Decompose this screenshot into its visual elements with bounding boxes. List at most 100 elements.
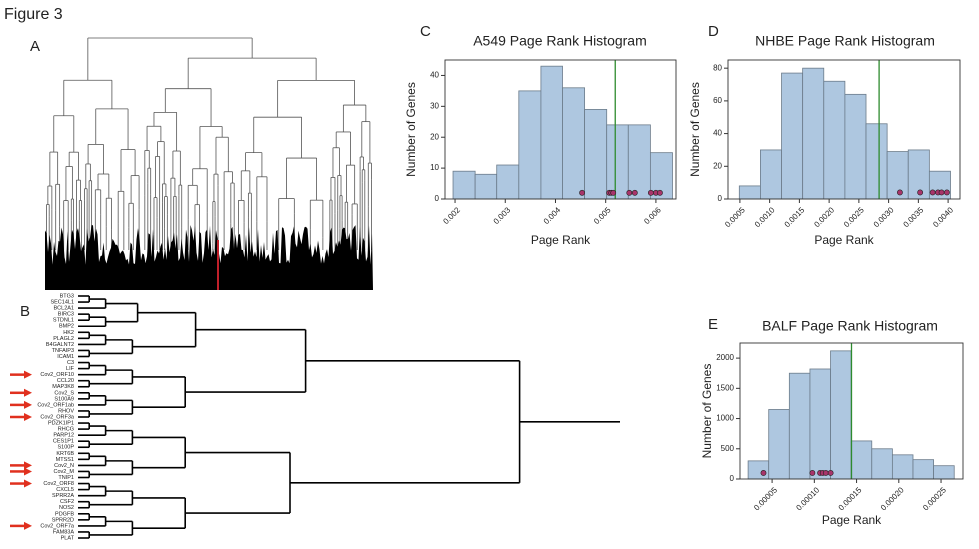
gene-label: BIRC3	[58, 312, 74, 318]
y-axis-label: Number of Genes	[404, 82, 418, 177]
gene-label: S100P	[57, 445, 74, 451]
gene-marker	[897, 189, 903, 196]
arrow-head	[24, 388, 32, 397]
gene-label: Cov2_M	[54, 469, 75, 475]
dendrogram-a	[46, 37, 372, 250]
bar	[788, 372, 811, 480]
bar	[562, 87, 586, 200]
y-tick-label: 20	[713, 161, 722, 170]
gene-marker	[917, 189, 924, 196]
bar	[871, 448, 893, 480]
y-tick-label: 30	[430, 101, 439, 110]
bar	[823, 80, 846, 200]
gene-marker	[631, 189, 638, 196]
gene-label: Cov2_ORF1ab	[37, 402, 74, 408]
gene-marker	[657, 189, 663, 196]
gene-label: TNFAIP3	[52, 348, 74, 354]
bar	[496, 164, 520, 200]
gene-marker	[809, 470, 816, 476]
gene-marker	[929, 189, 936, 196]
gene-label: Cov2_ORF8	[43, 481, 74, 487]
gene-label: CES1P1	[53, 439, 74, 445]
y-tick-label: 20	[430, 132, 439, 141]
gene-label: RHCG	[58, 427, 74, 433]
gene-marker	[938, 189, 945, 196]
y-tick-label: 80	[713, 63, 722, 72]
axes-frame	[444, 59, 677, 200]
bar	[830, 350, 852, 480]
bar	[865, 123, 888, 200]
y-tick-label: 40	[713, 129, 722, 138]
gene-label: S100A9	[54, 396, 74, 402]
gene-label: FAM83A	[53, 529, 74, 535]
gene-label: RHOV	[58, 408, 74, 414]
y-tick-label: 500	[721, 444, 735, 453]
x-axis-label: Page Rank	[531, 233, 591, 247]
y-tick-label: 60	[713, 96, 722, 105]
axes-frame	[727, 59, 961, 200]
arrow-head	[24, 467, 32, 476]
y-tick-label: 2000	[716, 353, 734, 362]
gene-marker	[822, 470, 829, 476]
bar	[844, 93, 867, 200]
arrow-head	[24, 400, 32, 409]
bar	[781, 72, 804, 200]
x-axis-label: Page Rank	[822, 513, 882, 527]
gene-label: MAP3K8	[52, 384, 74, 390]
gene-label: Cov2_S	[54, 390, 74, 396]
gene-marker	[626, 189, 633, 196]
gene-label: B4GALNT2	[46, 342, 74, 348]
gene-label: CCL20	[57, 378, 74, 384]
bar	[747, 460, 770, 480]
panel-label: B	[20, 303, 30, 320]
y-tick-label: 1000	[716, 414, 734, 423]
y-axis-label: Number of Genes	[700, 364, 714, 459]
gene-marker	[827, 470, 834, 476]
bar	[850, 440, 873, 480]
gene-label: C3	[67, 360, 74, 366]
dendrogram-b	[78, 295, 620, 539]
bar	[768, 409, 790, 480]
gene-marker	[760, 470, 767, 476]
gene-label: PDZK1IP1	[48, 421, 74, 427]
y-tick-label: 40	[430, 71, 439, 80]
arrow-head	[24, 413, 32, 421]
y-tick-label: 10	[430, 163, 439, 172]
y-tick-label: 0	[435, 194, 440, 203]
gene-label: SPRR2A	[52, 493, 74, 499]
gene-label: PARP12	[53, 433, 74, 439]
gene-label: SEC14L1	[50, 300, 74, 306]
bar	[518, 90, 542, 200]
gene-label: HK2	[63, 330, 74, 336]
gene-marker	[944, 189, 950, 196]
bar	[627, 124, 651, 200]
arrow-head	[24, 521, 32, 530]
bar	[474, 173, 498, 200]
y-tick-label: 0	[730, 474, 735, 483]
arrow-head	[24, 479, 32, 488]
arrow-head	[24, 461, 32, 470]
gene-label: PLAT	[61, 535, 75, 541]
y-tick-label: 1500	[716, 383, 734, 392]
bar	[540, 65, 563, 200]
panel-label: E	[708, 316, 718, 333]
gene-label: SPRR2D	[52, 517, 74, 523]
gene-label: NOS2	[59, 505, 74, 511]
bar	[452, 170, 476, 200]
bar	[606, 124, 629, 200]
bar	[912, 459, 935, 480]
gene-label: Cov2_ORF7a	[40, 523, 75, 529]
bar	[933, 465, 955, 480]
bar	[760, 149, 782, 200]
gene-marker	[647, 189, 654, 196]
gene-label: CXCL5	[56, 487, 74, 493]
gene-label: BMP2	[59, 324, 74, 330]
bar	[738, 185, 761, 200]
gene-label: CSF2	[60, 499, 74, 505]
gene-label: KRT6B	[56, 451, 74, 457]
gene-label: Cov2_ORF10	[40, 372, 74, 378]
chart-title: A549 Page Rank Histogram	[473, 33, 647, 49]
gene-label: BTG3	[60, 293, 74, 299]
gene-label: Cov2_ORF3a	[40, 414, 75, 420]
